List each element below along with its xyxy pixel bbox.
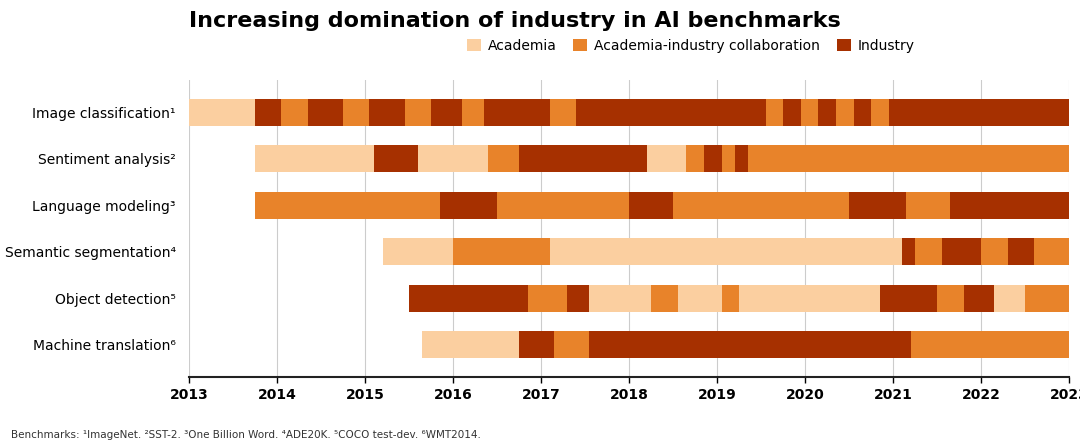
Bar bbox=[906, 192, 950, 219]
Bar bbox=[554, 331, 590, 358]
Bar bbox=[647, 146, 686, 172]
Bar bbox=[418, 146, 488, 172]
Bar bbox=[651, 285, 677, 312]
Bar bbox=[950, 192, 1069, 219]
Bar bbox=[1025, 285, 1069, 312]
Bar bbox=[519, 331, 554, 358]
Bar bbox=[405, 99, 431, 126]
Bar bbox=[880, 285, 937, 312]
Bar bbox=[721, 285, 739, 312]
Bar bbox=[462, 99, 484, 126]
Bar bbox=[677, 285, 721, 312]
Bar bbox=[982, 238, 1008, 266]
Bar bbox=[942, 238, 982, 266]
Text: Benchmarks: ¹ImageNet. ²SST-2. ³One Billion Word. ⁴ADE20K. ⁵COCO test-dev. ⁶WMT2: Benchmarks: ¹ImageNet. ²SST-2. ³One Bill… bbox=[11, 429, 481, 440]
Bar bbox=[577, 99, 766, 126]
Bar bbox=[1008, 238, 1034, 266]
Bar bbox=[590, 331, 910, 358]
Bar bbox=[853, 99, 872, 126]
Bar bbox=[995, 285, 1025, 312]
Bar bbox=[567, 285, 590, 312]
Bar bbox=[374, 146, 418, 172]
Bar bbox=[748, 146, 1069, 172]
Text: Increasing domination of industry in AI benchmarks: Increasing domination of industry in AI … bbox=[189, 11, 840, 31]
Bar bbox=[409, 285, 528, 312]
Bar bbox=[488, 146, 519, 172]
Bar bbox=[783, 99, 800, 126]
Bar bbox=[739, 285, 880, 312]
Bar bbox=[484, 99, 550, 126]
Bar bbox=[910, 331, 1069, 358]
Bar bbox=[686, 146, 704, 172]
Bar bbox=[343, 99, 369, 126]
Bar bbox=[937, 285, 963, 312]
Bar bbox=[963, 285, 995, 312]
Bar bbox=[497, 192, 630, 219]
Legend: Academia, Academia-industry collaboration, Industry: Academia, Academia-industry collaboratio… bbox=[461, 33, 920, 59]
Bar bbox=[704, 146, 721, 172]
Bar bbox=[453, 238, 550, 266]
Bar bbox=[800, 99, 819, 126]
Bar bbox=[590, 285, 651, 312]
Bar bbox=[734, 146, 748, 172]
Bar bbox=[849, 192, 906, 219]
Bar bbox=[422, 331, 519, 358]
Bar bbox=[308, 99, 343, 126]
Bar bbox=[550, 238, 902, 266]
Bar bbox=[889, 99, 1069, 126]
Bar bbox=[255, 99, 282, 126]
Bar bbox=[255, 192, 440, 219]
Bar bbox=[189, 99, 255, 126]
Bar bbox=[528, 285, 567, 312]
Bar bbox=[431, 99, 462, 126]
Bar bbox=[836, 99, 853, 126]
Bar bbox=[550, 99, 577, 126]
Bar bbox=[721, 146, 734, 172]
Bar bbox=[440, 192, 497, 219]
Bar bbox=[673, 192, 849, 219]
Bar bbox=[282, 99, 308, 126]
Bar bbox=[519, 146, 647, 172]
Bar bbox=[915, 238, 942, 266]
Bar bbox=[255, 146, 374, 172]
Bar bbox=[872, 99, 889, 126]
Bar bbox=[1034, 238, 1069, 266]
Bar bbox=[369, 99, 405, 126]
Bar bbox=[382, 238, 454, 266]
Bar bbox=[819, 99, 836, 126]
Bar bbox=[902, 238, 915, 266]
Bar bbox=[630, 192, 673, 219]
Bar bbox=[766, 99, 783, 126]
